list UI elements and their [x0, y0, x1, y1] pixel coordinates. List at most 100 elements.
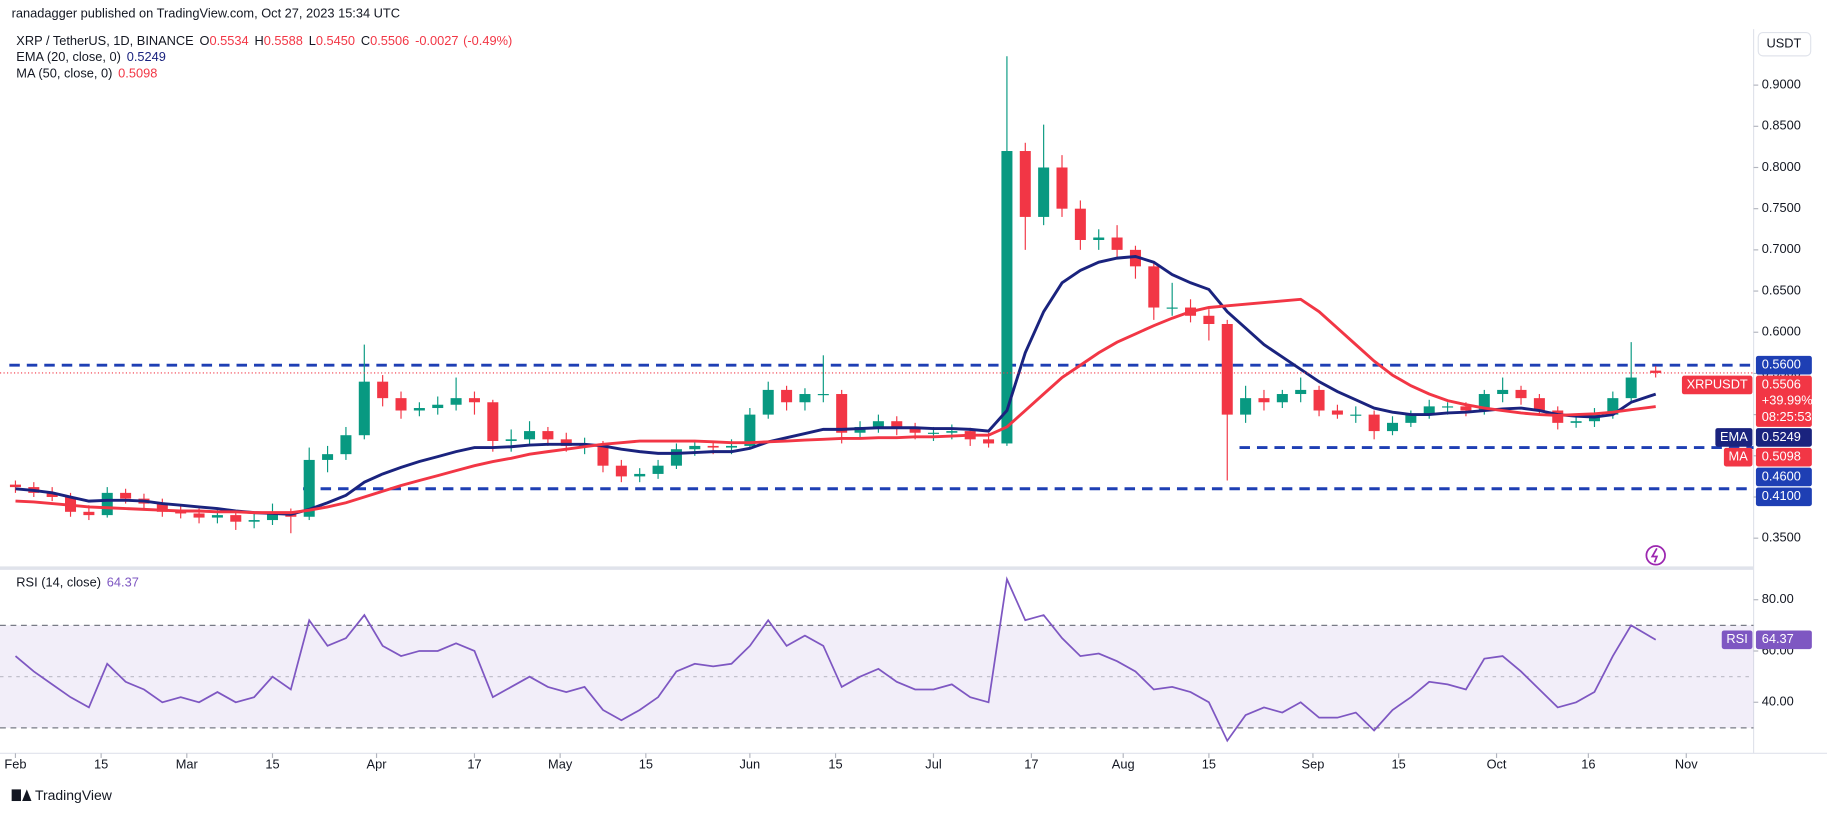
candle-body [1497, 389, 1509, 395]
candle-body [1368, 414, 1380, 432]
legend-letter: C [361, 33, 370, 48]
price-tag [1755, 447, 1812, 467]
x-tick-label: Feb [4, 756, 26, 771]
legend-letter: H [254, 33, 263, 48]
legend-title: XRP / TetherUS, 1D, BINANCE [16, 33, 193, 48]
candle-body [120, 492, 132, 499]
candle-body [799, 394, 811, 403]
candle-body [1570, 421, 1582, 423]
x-tick-label: 15 [94, 756, 108, 771]
price-tag-label: 08:25:53 [1762, 409, 1812, 424]
y-tick-label: 0.3500 [1762, 530, 1801, 545]
candle-body [836, 394, 848, 433]
candle-body [193, 513, 205, 518]
candle-body [1111, 237, 1123, 250]
candle-body [1203, 315, 1215, 325]
candle-body [615, 465, 627, 477]
candle-body [1423, 406, 1435, 415]
candle-body [744, 414, 756, 446]
candle-body [872, 421, 884, 427]
candle-body [1650, 370, 1662, 373]
series-tag [1723, 447, 1753, 467]
x-tick-label: 17 [467, 756, 481, 771]
candle-body [1276, 394, 1288, 403]
series-tag [1715, 428, 1753, 447]
unit-box[interactable] [1757, 32, 1812, 57]
legend-letter: O [200, 33, 210, 48]
price-tag [1755, 428, 1812, 447]
candle-body [707, 445, 719, 448]
candle-body [487, 402, 499, 441]
alert-bolt [1650, 547, 1659, 563]
candle-body [983, 439, 995, 444]
y-tick-label: 0.7500 [1762, 200, 1801, 215]
candle-body [1093, 237, 1105, 240]
y-tick-label: 0.8500 [1762, 118, 1801, 133]
candle-body [248, 520, 260, 522]
x-tick-label: 16 [1581, 756, 1595, 771]
pane-plot [0, 576, 1754, 743]
x-tick-label: 15 [265, 756, 279, 771]
candle-body [726, 445, 738, 448]
x-tick-label: 15 [639, 756, 653, 771]
candle-body [1166, 307, 1178, 309]
x-tick-label: 15 [1391, 756, 1405, 771]
series-line [15, 297, 1656, 515]
candle-body [524, 431, 536, 440]
rsi-line [14, 576, 1657, 743]
alert-circle [1645, 545, 1666, 566]
candle-body [634, 473, 646, 477]
legend-series: EMA (20, close, 0) 0.5249 [16, 50, 166, 65]
series-line [15, 255, 1657, 516]
candle-body [1478, 394, 1490, 411]
legend-value: 0.5588 [264, 33, 303, 48]
candle-body [1258, 398, 1270, 403]
y-tick-label: 80.00 [1762, 591, 1794, 606]
legend-change-pct: (-0.49%) [463, 33, 512, 48]
candle-body [101, 492, 113, 516]
x-tick-label: Mar [176, 756, 199, 771]
candle-body [1313, 389, 1325, 411]
candle-body [560, 439, 572, 446]
candle-body [909, 426, 921, 433]
candle-body [1148, 266, 1160, 308]
legend-series-name: EMA (20, close, 0) [16, 50, 121, 65]
rsi-title: RSI (14, close) [16, 575, 101, 590]
price-tag-label: 64.37 [1762, 631, 1794, 646]
logo-part [11, 789, 21, 802]
candle-body [175, 511, 187, 514]
x-tick-label: 15 [828, 756, 842, 771]
price-tag-label: 0.5600 [1762, 357, 1801, 372]
x-tick-label: Nov [1675, 756, 1698, 771]
candle-body [1405, 414, 1417, 423]
candle-body [358, 381, 370, 436]
candle-body [9, 484, 21, 488]
series-tag [1681, 375, 1753, 395]
candle-body [266, 513, 279, 521]
candle-body [1129, 249, 1141, 267]
pane [0, 576, 1754, 743]
x-tick-label: Apr [367, 756, 388, 771]
candle-body [1331, 410, 1343, 415]
legend-series: MA (50, close, 0) 0.5098 [16, 66, 157, 81]
legend-main: XRP / TetherUS, 1D, BINANCE O0.5534 H0.558… [16, 33, 512, 48]
price-tag-label: 0.5506 [1762, 376, 1801, 391]
candle-body [156, 503, 168, 512]
unit-label: USDT [1766, 36, 1801, 51]
y-tick-label: 0.8000 [1762, 159, 1801, 174]
legend-letter: L [309, 33, 316, 48]
y-tick-label: 0.6000 [1762, 324, 1801, 339]
legend-value: 0.5506 [370, 33, 409, 48]
candle-body [597, 443, 609, 466]
candle-body [432, 404, 444, 409]
candle-body [468, 398, 480, 403]
legend-series-value: 0.5098 [118, 66, 157, 81]
candle-body [1607, 398, 1619, 415]
x-tick-label: Jun [740, 756, 761, 771]
alert-icon[interactable] [1645, 545, 1666, 566]
y-tick-label: 0.6500 [1762, 282, 1801, 297]
candle-body [377, 381, 389, 399]
x-tick-label: Aug [1112, 756, 1135, 771]
pane [0, 56, 1754, 534]
